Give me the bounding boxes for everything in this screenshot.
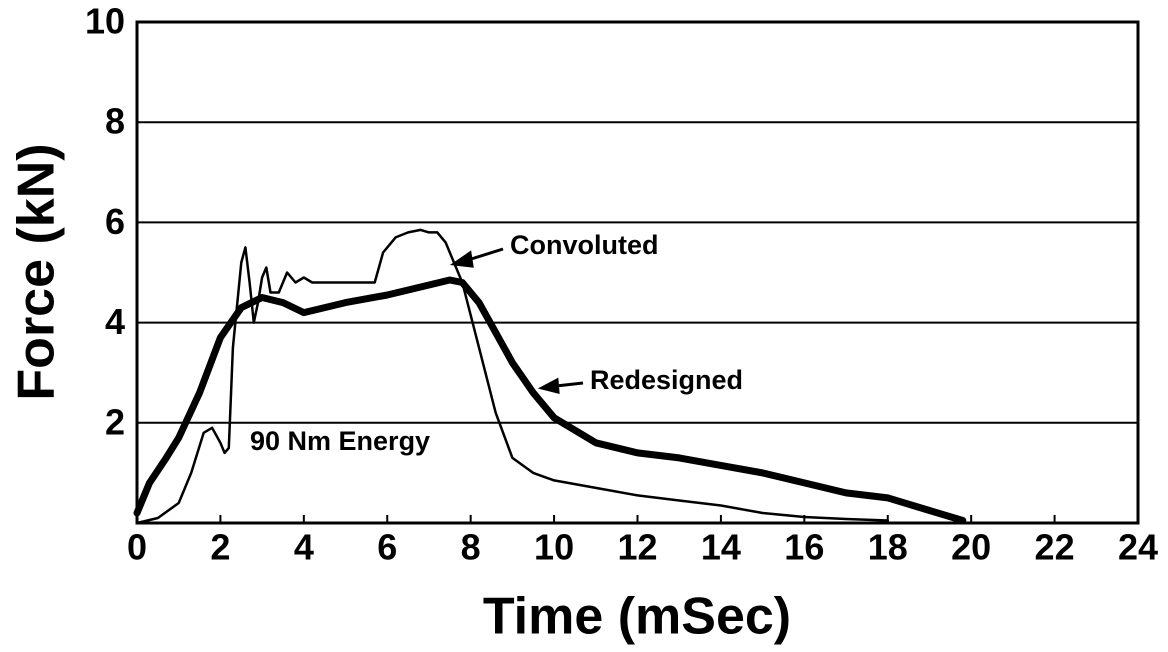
x-tick-label: 8 — [461, 527, 481, 568]
arrow-head — [537, 377, 560, 394]
x-tick-label: 12 — [617, 527, 657, 568]
plot-frame — [135, 20, 1140, 525]
y-axis-title: Force (kN) — [8, 143, 66, 400]
x-tick-label: 2 — [210, 527, 230, 568]
arrow-line — [467, 247, 504, 262]
x-tick-label: 18 — [868, 527, 908, 568]
x-tick-label: 14 — [701, 527, 741, 568]
arrow-line — [555, 381, 584, 388]
x-tick-label: 6 — [377, 527, 397, 568]
x-axis-title: Time (mSec) — [483, 588, 791, 646]
y-tick-label: 8 — [105, 101, 125, 142]
y-tick-label: 6 — [105, 201, 125, 242]
arrow-head — [449, 250, 474, 268]
annotation: 90 Nm Energy — [250, 426, 430, 456]
x-tick-label: 24 — [1118, 527, 1158, 568]
series-label: Redesigned — [590, 365, 743, 395]
series-label: Convoluted — [510, 230, 659, 260]
y-tick-label: 4 — [105, 301, 125, 342]
x-tick-label: 4 — [294, 527, 314, 568]
x-tick-label: 16 — [784, 527, 824, 568]
arrows — [449, 247, 584, 394]
x-tick-label: 22 — [1035, 527, 1075, 568]
y-tick-label: 10 — [85, 1, 125, 42]
series-line — [135, 228, 890, 525]
x-tick-label: 20 — [951, 527, 991, 568]
x-tick-label: 10 — [534, 527, 574, 568]
y-tick-label: 2 — [105, 401, 125, 442]
series-line — [133, 276, 967, 524]
x-tick-label: 0 — [127, 527, 147, 568]
